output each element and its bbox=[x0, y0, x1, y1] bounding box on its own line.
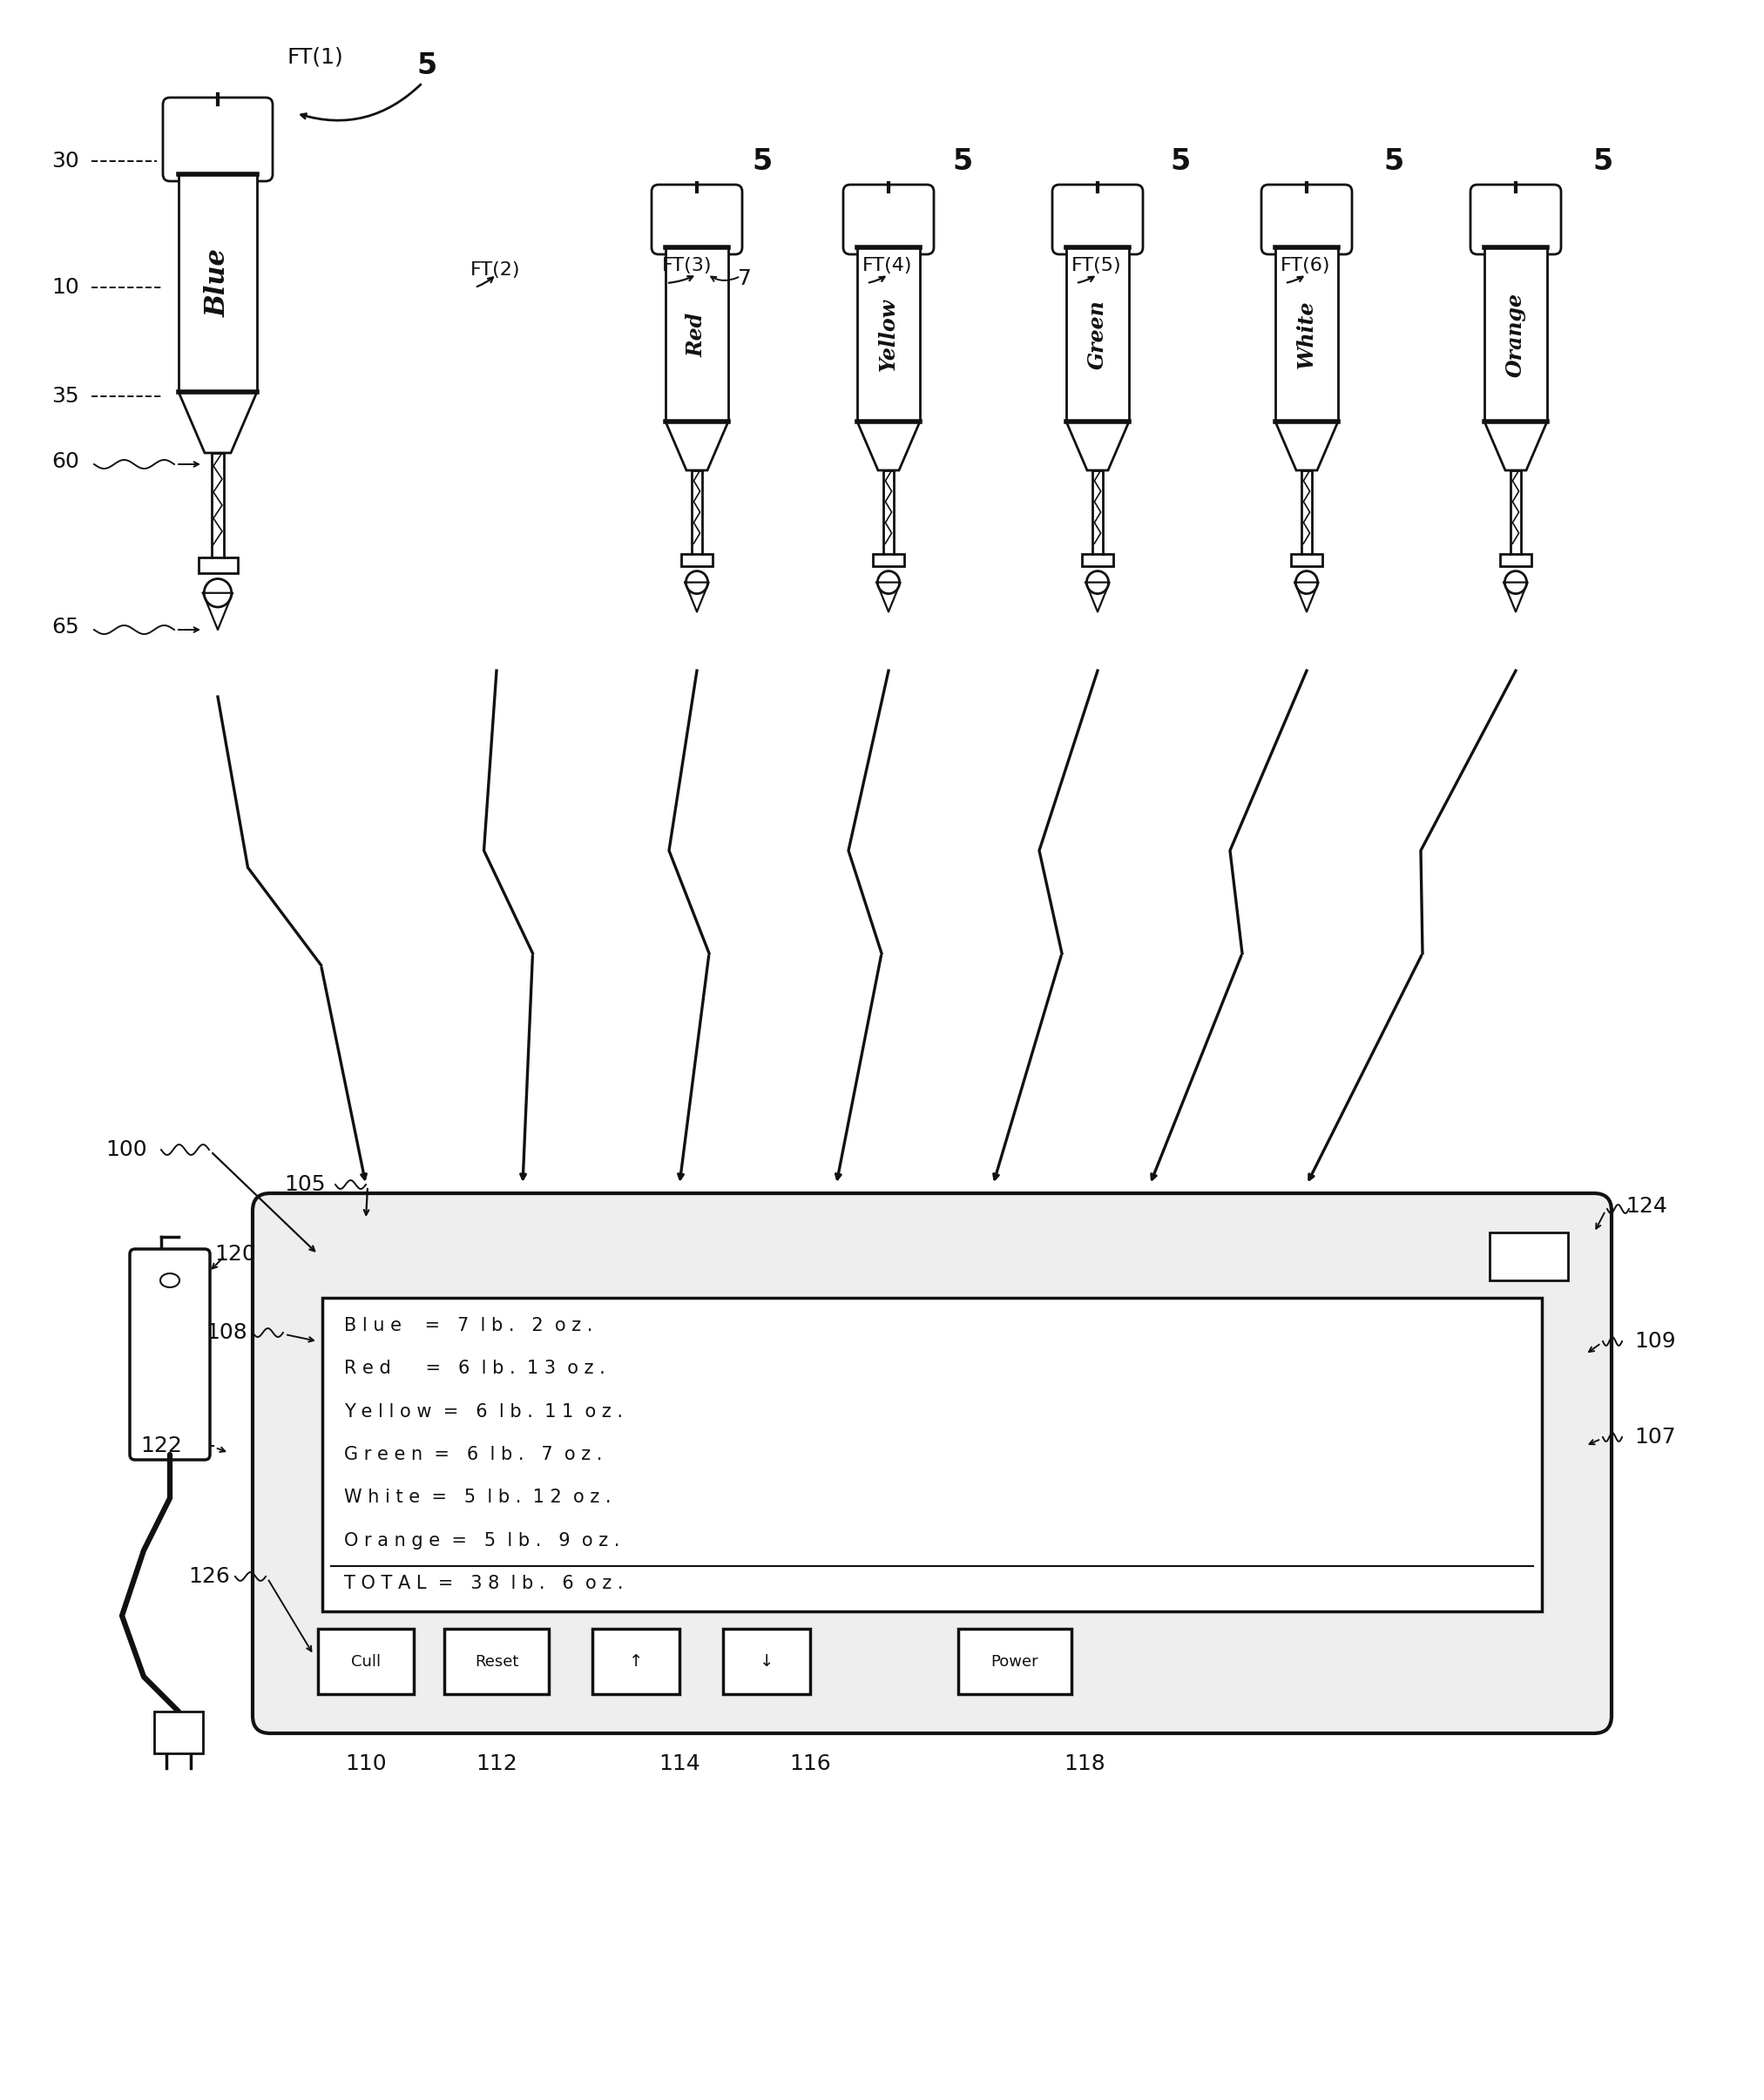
Text: ↑: ↑ bbox=[628, 1653, 644, 1670]
Bar bbox=[665, 248, 729, 422]
FancyBboxPatch shape bbox=[843, 185, 933, 254]
Text: 30: 30 bbox=[51, 151, 79, 172]
Text: 7: 7 bbox=[737, 269, 751, 290]
Text: 65: 65 bbox=[51, 617, 79, 638]
FancyBboxPatch shape bbox=[1471, 185, 1561, 254]
Text: FT(2): FT(2) bbox=[471, 260, 520, 279]
Text: 5: 5 bbox=[751, 147, 773, 176]
Polygon shape bbox=[178, 393, 258, 454]
Text: Green: Green bbox=[1087, 300, 1108, 370]
Text: Yellow: Yellow bbox=[878, 298, 900, 372]
Polygon shape bbox=[1065, 422, 1129, 470]
Text: 116: 116 bbox=[789, 1754, 831, 1774]
Bar bbox=[153, 1712, 203, 1754]
Polygon shape bbox=[857, 422, 919, 470]
Text: FT(5): FT(5) bbox=[1071, 256, 1122, 275]
Text: 60: 60 bbox=[51, 452, 79, 472]
Text: 109: 109 bbox=[1635, 1331, 1676, 1352]
Bar bbox=[723, 1630, 810, 1695]
Text: Power: Power bbox=[991, 1653, 1039, 1670]
Text: 5: 5 bbox=[1170, 147, 1191, 176]
Ellipse shape bbox=[161, 1273, 180, 1287]
Text: 5: 5 bbox=[416, 50, 437, 80]
Bar bbox=[1499, 554, 1531, 567]
Bar bbox=[1275, 248, 1339, 422]
Bar bbox=[593, 1630, 679, 1695]
Bar bbox=[445, 1630, 549, 1695]
Text: O r a n g e  =   5  l b .   9  o z .: O r a n g e = 5 l b . 9 o z . bbox=[344, 1531, 619, 1550]
Text: T O T A L  =   3 8  l b .   6  o z .: T O T A L = 3 8 l b . 6 o z . bbox=[344, 1575, 623, 1592]
Text: FT(1): FT(1) bbox=[288, 46, 344, 67]
Ellipse shape bbox=[686, 571, 707, 594]
Text: Orange: Orange bbox=[1505, 292, 1526, 376]
Bar bbox=[1065, 248, 1129, 422]
Text: R e d      =   6  l b .  1 3  o z .: R e d = 6 l b . 1 3 o z . bbox=[344, 1361, 605, 1378]
Text: Cull: Cull bbox=[351, 1653, 381, 1670]
Bar bbox=[178, 174, 258, 393]
Bar bbox=[873, 554, 905, 567]
Text: 120: 120 bbox=[215, 1243, 256, 1264]
Text: 5: 5 bbox=[1383, 147, 1404, 176]
Text: Blue: Blue bbox=[205, 248, 231, 317]
Bar bbox=[1484, 248, 1547, 422]
Text: 35: 35 bbox=[51, 386, 79, 407]
Text: 5: 5 bbox=[1593, 147, 1612, 176]
Text: 110: 110 bbox=[346, 1754, 386, 1774]
Ellipse shape bbox=[877, 571, 900, 594]
Bar bbox=[1489, 1233, 1568, 1281]
Text: 114: 114 bbox=[658, 1754, 700, 1774]
Text: B l u e    =   7  l b .   2  o z .: B l u e = 7 l b . 2 o z . bbox=[344, 1317, 593, 1334]
Bar bbox=[958, 1630, 1071, 1695]
Text: White: White bbox=[1297, 300, 1318, 370]
Ellipse shape bbox=[1505, 571, 1526, 594]
Text: Reset: Reset bbox=[475, 1653, 519, 1670]
Text: W h i t e  =   5  l b .  1 2  o z .: W h i t e = 5 l b . 1 2 o z . bbox=[344, 1489, 610, 1506]
Text: FT(3): FT(3) bbox=[662, 256, 713, 275]
FancyBboxPatch shape bbox=[162, 97, 273, 181]
Text: G r e e n  =   6  l b .   7  o z .: G r e e n = 6 l b . 7 o z . bbox=[344, 1447, 602, 1464]
Text: 108: 108 bbox=[206, 1323, 247, 1344]
Bar bbox=[857, 248, 919, 422]
Ellipse shape bbox=[1297, 571, 1318, 594]
Polygon shape bbox=[1275, 422, 1339, 470]
Text: Red: Red bbox=[686, 313, 707, 357]
Bar bbox=[198, 557, 238, 573]
Ellipse shape bbox=[1087, 571, 1108, 594]
FancyBboxPatch shape bbox=[1053, 185, 1143, 254]
Bar bbox=[323, 1298, 1542, 1611]
Text: FT(4): FT(4) bbox=[863, 256, 912, 275]
Bar bbox=[1291, 554, 1323, 567]
Text: 5: 5 bbox=[953, 147, 972, 176]
Bar bbox=[318, 1630, 415, 1695]
Text: FT(6): FT(6) bbox=[1281, 256, 1330, 275]
Text: 126: 126 bbox=[189, 1567, 229, 1588]
FancyBboxPatch shape bbox=[651, 185, 743, 254]
Text: 100: 100 bbox=[106, 1140, 146, 1159]
FancyBboxPatch shape bbox=[1261, 185, 1351, 254]
Text: 10: 10 bbox=[51, 277, 79, 298]
FancyBboxPatch shape bbox=[131, 1249, 210, 1459]
Text: 124: 124 bbox=[1626, 1195, 1667, 1216]
Polygon shape bbox=[665, 422, 729, 470]
FancyBboxPatch shape bbox=[252, 1193, 1612, 1732]
Bar bbox=[681, 554, 713, 567]
Text: 122: 122 bbox=[141, 1436, 182, 1455]
Polygon shape bbox=[1484, 422, 1547, 470]
Text: 107: 107 bbox=[1635, 1426, 1676, 1447]
Bar bbox=[1081, 554, 1113, 567]
Text: 118: 118 bbox=[1064, 1754, 1106, 1774]
Ellipse shape bbox=[205, 580, 231, 607]
Text: ↓: ↓ bbox=[760, 1653, 774, 1670]
Text: 112: 112 bbox=[476, 1754, 517, 1774]
Text: Y e l l o w  =   6  l b .  1 1  o z .: Y e l l o w = 6 l b . 1 1 o z . bbox=[344, 1403, 623, 1420]
Text: 105: 105 bbox=[284, 1174, 326, 1195]
